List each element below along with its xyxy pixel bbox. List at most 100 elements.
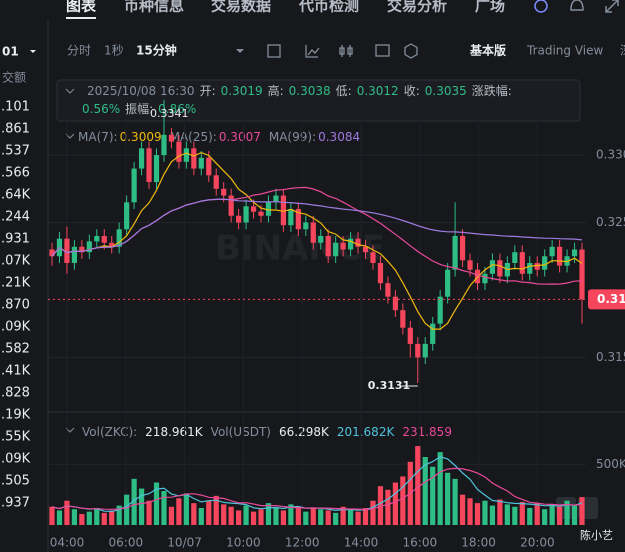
info-item: 振幅: [125,101,153,116]
volume-bar [482,500,488,525]
volume-bar [116,505,122,525]
volume-bar [571,505,578,525]
volume-bar [557,506,563,525]
volume-bar [79,514,85,525]
ma-legend: MA(7): 0.3009 MA(25): 0.3007 MA(99): 0.3084 [78,130,360,144]
volume-bar [265,503,272,525]
view-mode[interactable]: 深 [620,44,625,58]
volume-bar [56,510,63,525]
expand-icon[interactable] [605,0,619,13]
sidebar-arrow[interactable] [30,50,36,53]
candle-body [198,157,204,169]
volume-bar [138,488,145,525]
x-tick-label: 16:00 [403,536,438,550]
volume-bar [400,476,406,525]
volume-bar [310,508,316,525]
candle-body [288,209,294,226]
sidebar-value: .21K [1,276,31,291]
candle-body [519,252,525,274]
volume-bar [153,482,160,525]
volume-bar [228,506,234,525]
sidebar-value: .09K [1,452,31,467]
nav-tab[interactable]: 代币检测 [298,0,359,15]
volume-bar [422,457,428,525]
x-tick-label: 20:00 [520,536,555,550]
candle-body [213,175,219,189]
sidebar-value: .244 [1,210,30,225]
candle-body [385,283,391,297]
x-tick-label: 14:00 [344,536,379,550]
candle-body [482,273,488,284]
interval[interactable]: 15分钟 [136,43,177,58]
sidebar-header: 01 [2,45,19,59]
nav-tab[interactable]: 币种信息 [124,0,184,15]
x-tick-label: 10/07 [167,536,202,550]
interval[interactable]: 分时 [67,44,91,58]
volume-bar [49,506,55,525]
nav-tab[interactable]: 交易数据 [211,0,271,15]
nav-tab[interactable]: 图表 [66,0,97,15]
vol-tick-label: 500K [596,457,625,471]
volume-bar [191,503,197,525]
user-tag: 陈小艺 [580,528,613,542]
volume-bar [385,489,391,525]
x-tick-label: 10:00 [226,536,261,550]
volume-bar [236,510,242,525]
candle-body [236,215,242,223]
sidebar-value: .537 [1,144,30,159]
volume-bar [392,482,398,525]
candle-body [489,260,496,274]
ai-icon[interactable] [534,0,548,13]
candle-body [370,252,376,263]
volume-bar [71,509,77,525]
candle-body [579,249,585,300]
info-panel [56,79,581,122]
volume-bar [183,493,189,525]
view-mode[interactable]: 基本版 [469,43,506,58]
sidebar-value: .19K [1,408,31,423]
candle-body [64,238,70,263]
nav-tab[interactable]: 交易分析 [387,0,447,15]
candle-body [131,168,137,203]
candle-body [71,246,77,263]
candle-body [422,343,428,358]
volume-bar [333,512,339,525]
volume-bar [437,452,443,525]
candle-body [415,343,421,358]
candle-body [362,246,369,253]
bell-icon[interactable] [570,0,584,11]
volume-bar [318,509,324,525]
ma-value: 0.3009 [120,130,162,144]
vol-ma10-line [51,467,583,511]
candle-body [549,246,555,257]
candle-body [400,310,406,328]
dropdown-arrow[interactable] [236,49,244,53]
candle-body [310,222,316,243]
candle-body [228,195,234,216]
volume-bar [362,508,369,525]
candle-body [392,296,398,311]
info-line: 0.56% 振幅: 0.86% [82,101,196,116]
volume-bar [206,500,212,525]
candle-body [333,242,339,257]
volume-bar [198,508,204,525]
candle-body [347,238,354,250]
volume-bar [131,478,137,525]
nav-tab[interactable]: 广场 [475,0,505,15]
info-item: 0.56% [82,102,120,116]
sidebar-value: .566 [1,166,30,181]
view-mode[interactable]: Trading View [526,44,604,58]
sidebar-value: .582 [1,342,30,357]
candle-body [467,260,473,270]
ma7-line [51,151,583,330]
tool-icons[interactable] [267,43,418,59]
candle-body [430,323,436,344]
volume-bar [273,508,279,525]
candle-body [101,236,107,243]
interval[interactable]: 1秒 [104,44,124,58]
volume-bar [430,466,436,525]
volume-bar [288,504,294,525]
candle-body [176,141,182,162]
vol-item: 66.298K [279,425,330,439]
max-label: 0.3341 [150,107,189,120]
